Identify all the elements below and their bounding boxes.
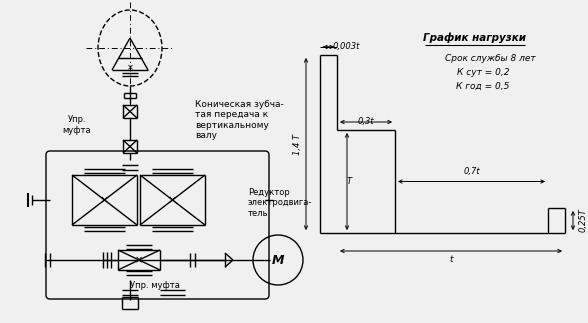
Text: Упр. муфта: Упр. муфта [130,280,180,289]
Text: К сут = 0,2: К сут = 0,2 [457,68,509,77]
Text: ×: × [126,64,133,72]
Text: 0,7t: 0,7t [463,167,480,176]
Text: График нагрузки: График нагрузки [423,33,526,43]
Text: t: t [449,255,453,264]
Text: Редуктор
электродвига-
тель: Редуктор электродвига- тель [248,188,312,218]
Text: 1,4 T: 1,4 T [293,133,302,155]
Text: ×: × [100,195,109,205]
Text: М: М [272,254,284,266]
Text: 0,3t: 0,3t [358,117,375,126]
Text: ×: × [168,195,177,205]
Text: Срок службы 8 лет: Срок службы 8 лет [445,54,535,62]
Text: Упр.
муфта: Упр. муфта [63,115,91,135]
Text: 0,25T: 0,25T [579,209,587,233]
Text: К год = 0,5: К год = 0,5 [456,81,510,90]
Text: Коническая зубча-
тая передача к
вертикальному
валу: Коническая зубча- тая передача к вертика… [195,100,284,140]
Text: ×: × [135,255,143,265]
Text: T: T [346,177,352,186]
Text: 0,003t: 0,003t [333,41,360,50]
